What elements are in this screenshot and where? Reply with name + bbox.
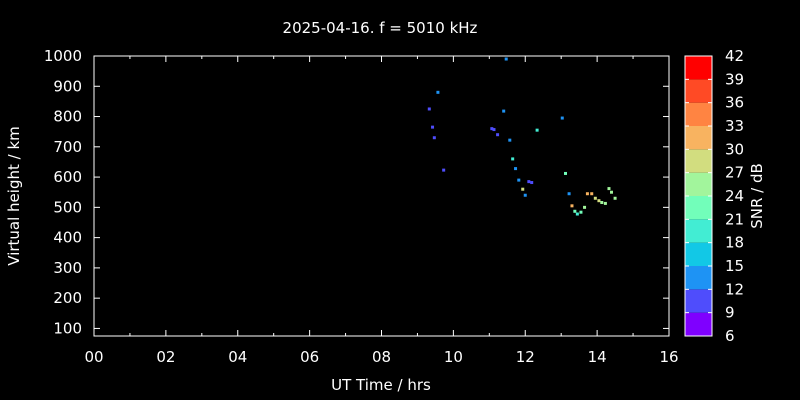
- colorbar-tick-label: 12: [725, 280, 744, 298]
- x-tick-label: 14: [588, 348, 607, 366]
- data-point: [517, 178, 521, 182]
- data-point: [521, 187, 525, 191]
- data-point: [610, 190, 613, 194]
- data-point: [593, 196, 597, 200]
- data-point: [527, 180, 531, 184]
- colorbar-tick-labels: 6 9 12 15 18 21 24 27 30 33 36 39 42: [685, 47, 744, 345]
- data-point: [508, 138, 512, 142]
- colorbar-tick-label: 9: [725, 304, 735, 322]
- colorbar-tick-label: 6: [725, 327, 735, 345]
- data-point: [579, 210, 583, 214]
- data-point: [432, 136, 436, 140]
- data-point: [570, 204, 574, 208]
- data-point: [607, 187, 611, 191]
- x-axis-label: UT Time / hrs: [331, 376, 431, 394]
- colorbar-segment: [685, 79, 712, 103]
- data-point: [442, 168, 446, 172]
- data-point: [573, 209, 577, 213]
- x-tick-label: 02: [156, 348, 175, 366]
- x-tick-label: 06: [300, 348, 319, 366]
- data-point: [514, 167, 518, 171]
- x-tick-label: 04: [228, 348, 247, 366]
- colorbar-segment: [685, 126, 712, 150]
- y-tick-label: 500: [53, 198, 82, 216]
- data-point: [583, 205, 587, 209]
- colorbar-segment: [685, 289, 712, 313]
- y-axis-label: Virtual height / km: [5, 126, 23, 265]
- data-point: [560, 116, 564, 120]
- y-tick-label: 800: [53, 108, 82, 126]
- colorbar-segment: [685, 56, 712, 80]
- colorbar-tick-label: 27: [725, 164, 744, 182]
- x-tick-label: 12: [516, 348, 535, 366]
- y-tick-label: 400: [53, 229, 82, 247]
- data-point: [504, 57, 508, 61]
- data-point: [427, 107, 431, 111]
- colorbar-segment: [685, 102, 712, 126]
- colorbar-tick-label: 39: [725, 70, 744, 88]
- y-tick-label: 700: [53, 138, 82, 156]
- data-point: [564, 171, 567, 175]
- colorbar-tick-label: 42: [725, 47, 744, 65]
- x-tick-label: 08: [372, 348, 391, 366]
- colorbar-tick-label: 30: [725, 140, 744, 158]
- data-point: [535, 128, 539, 132]
- plot-area-frame: [93, 55, 670, 337]
- data-point: [490, 127, 494, 131]
- colorbar-segment: [685, 219, 712, 243]
- colorbar: [685, 56, 712, 336]
- x-tick-label: 16: [659, 348, 678, 366]
- y-tick-label: 100: [53, 319, 82, 337]
- data-point: [511, 157, 515, 161]
- colorbar-segment: [685, 172, 712, 196]
- data-point: [436, 90, 440, 94]
- x-tick-label: 10: [444, 348, 463, 366]
- data-point: [603, 201, 607, 205]
- data-point: [492, 128, 496, 132]
- x-tick-label: 00: [84, 348, 103, 366]
- data-point: [585, 192, 589, 196]
- data-points: [427, 57, 617, 216]
- data-point: [431, 125, 435, 129]
- colorbar-segment: [685, 196, 712, 220]
- colorbar-tick-label: 33: [725, 117, 744, 135]
- data-point: [590, 192, 594, 196]
- colorbar-segment: [685, 312, 712, 336]
- data-point: [597, 199, 601, 203]
- colorbar-tick-label: 36: [725, 94, 744, 112]
- colorbar-segment: [685, 266, 712, 290]
- colorbar-label: SNR / dB: [748, 163, 766, 229]
- colorbar-segment: [685, 149, 712, 173]
- data-point: [613, 196, 617, 200]
- colorbar-tick-label: 15: [725, 257, 744, 275]
- data-point: [502, 109, 506, 113]
- y-tick-label: 600: [53, 168, 82, 186]
- data-point: [530, 181, 534, 185]
- colorbar-tick-label: 21: [725, 210, 744, 228]
- chart-title: 2025-04-16. f = 5010 kHz: [283, 19, 478, 37]
- y-tick-label: 1000: [44, 47, 82, 65]
- x-axis: 00 02 04 06 08 10 12 14 16: [84, 56, 679, 366]
- colorbar-tick-label: 18: [725, 234, 744, 252]
- data-point: [575, 212, 579, 216]
- data-point: [567, 192, 571, 196]
- y-tick-label: 900: [53, 77, 82, 95]
- y-axis: 100 200 300 400 500 600 700 800 900 1000: [44, 47, 669, 337]
- data-point: [600, 201, 604, 205]
- data-point: [496, 133, 500, 137]
- y-tick-label: 300: [53, 259, 82, 277]
- colorbar-tick-label: 24: [725, 187, 744, 205]
- data-point: [523, 193, 527, 197]
- y-tick-label: 200: [53, 289, 82, 307]
- colorbar-segment: [685, 242, 712, 266]
